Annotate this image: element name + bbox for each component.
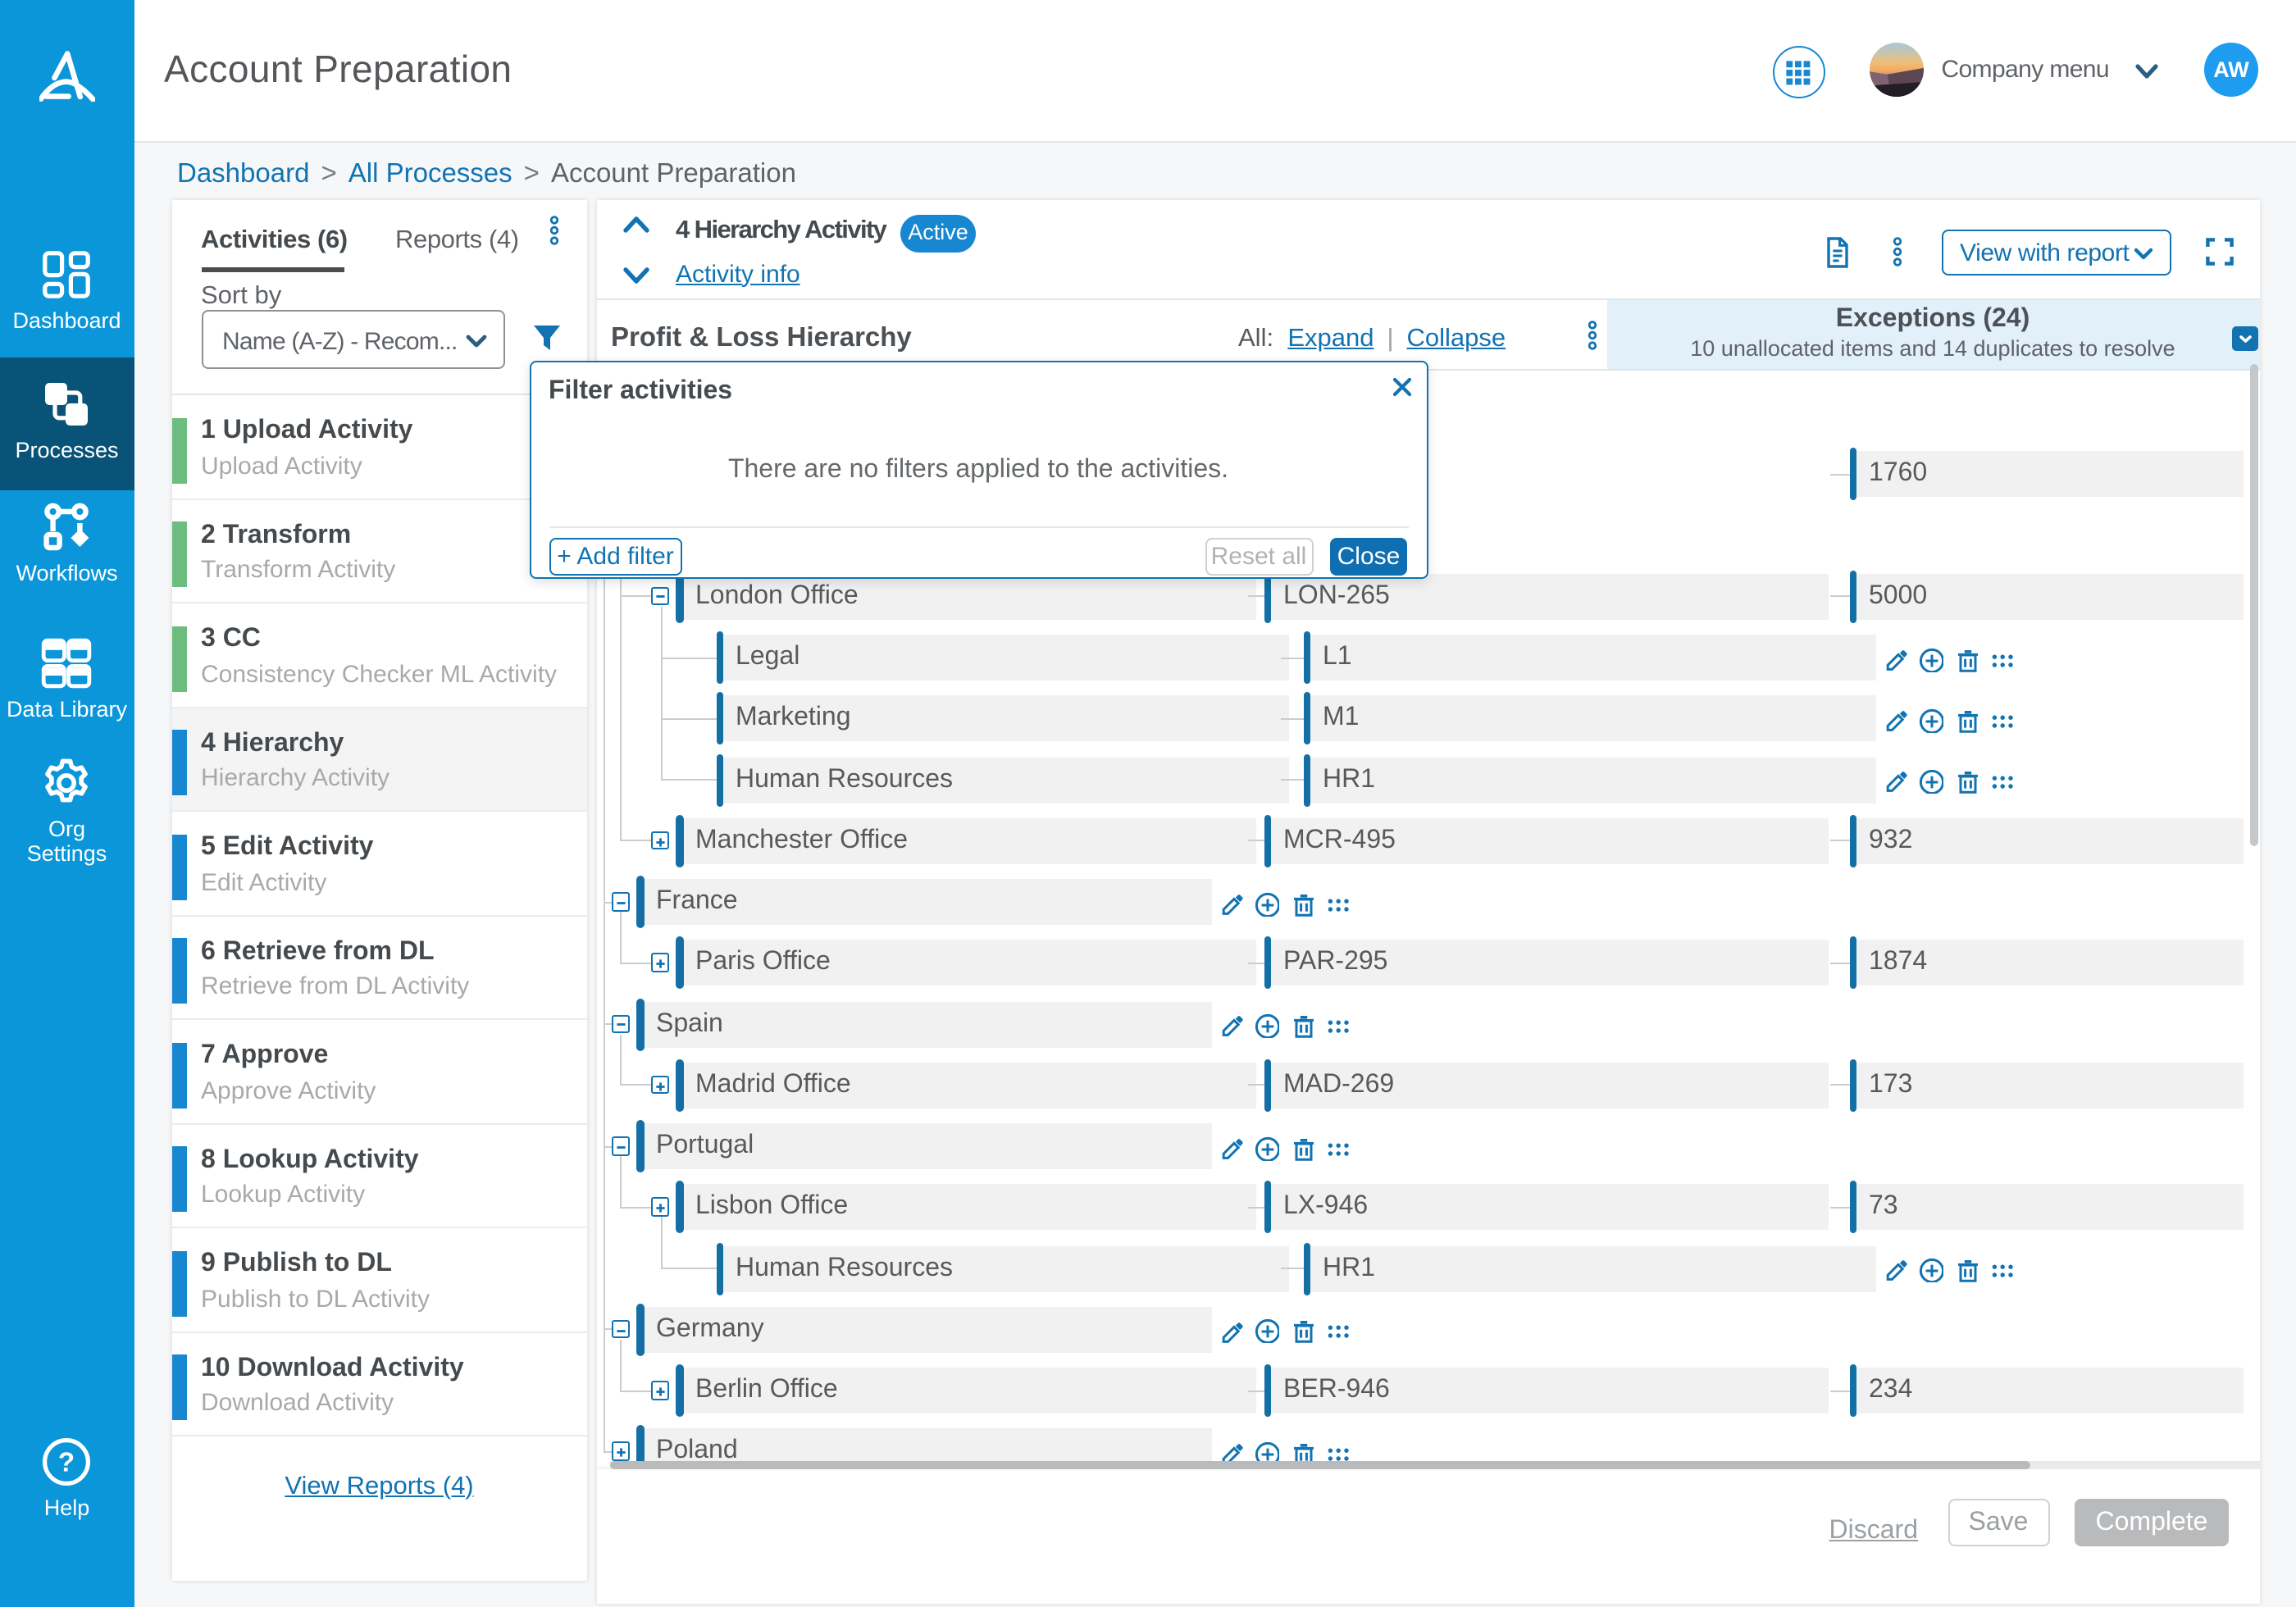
svg-text:?: ? <box>58 1447 75 1477</box>
